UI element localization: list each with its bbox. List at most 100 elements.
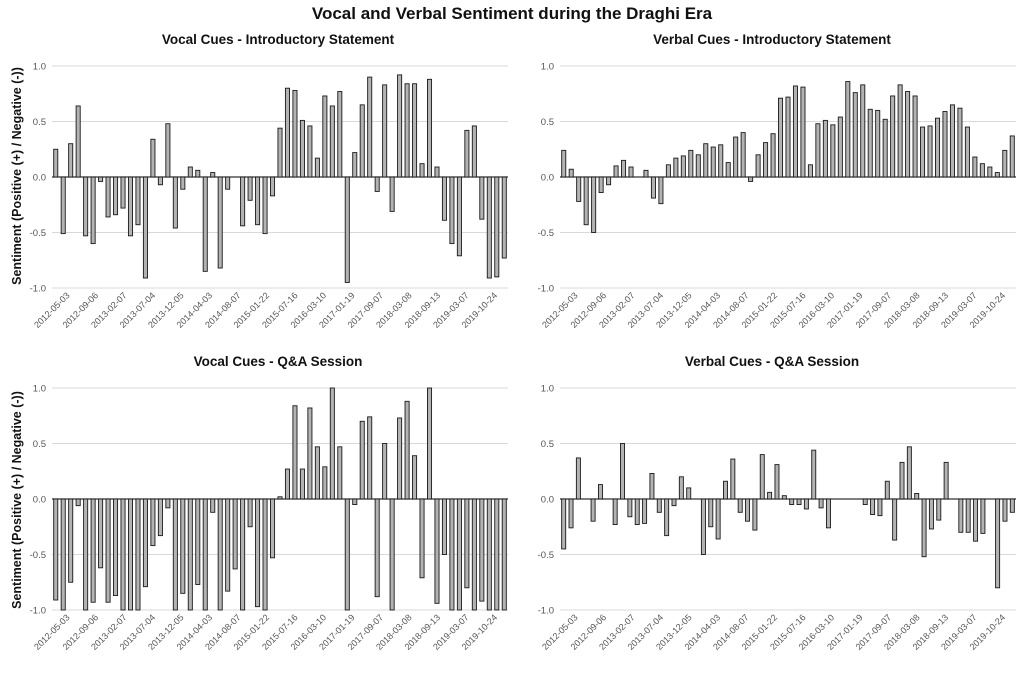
bar (964, 126, 970, 178)
bar (314, 157, 320, 178)
y-tick-label: 0.5 (33, 439, 46, 450)
y-axis-label-bottom: Sentiment (Positive (+) / Negative (-)) (10, 391, 24, 609)
y-tick-label: -0.5 (30, 228, 46, 239)
chart-svg: 1.00.50.0-0.5-1.02012-05-032012-09-06201… (30, 62, 508, 330)
bar (792, 85, 798, 178)
bar (725, 162, 731, 178)
bar (471, 498, 477, 611)
bar (479, 498, 485, 602)
bar (217, 176, 223, 269)
bar (464, 129, 470, 178)
bar (322, 466, 328, 500)
bar (210, 498, 216, 513)
bar (329, 387, 335, 500)
bar (105, 498, 111, 603)
y-tick-label: 0.0 (33, 495, 46, 506)
chart-svg: 1.00.50.0-0.5-1.02012-05-032012-09-06201… (30, 384, 508, 652)
bar (441, 176, 447, 221)
chart-panel-verbal-qa: Verbal Cues - Q&A Session 1.0 0.5 0.0 -0.5 -… (520, 354, 1024, 682)
bar (612, 498, 618, 525)
bar (598, 176, 604, 193)
bar (688, 149, 694, 178)
bar (752, 498, 758, 531)
bar (68, 143, 74, 178)
bar (60, 498, 66, 611)
bar (1002, 498, 1008, 522)
bar (942, 111, 948, 178)
bar (613, 165, 619, 178)
bar (620, 443, 625, 500)
bar (561, 149, 567, 178)
y-tick-label: -1.0 (538, 284, 554, 295)
bar (284, 87, 290, 178)
bar (715, 498, 721, 540)
bar (337, 446, 343, 500)
bar (150, 498, 156, 547)
bar (157, 176, 163, 186)
y-tick-label: 0.0 (541, 173, 554, 184)
bar (471, 125, 477, 178)
bar (710, 146, 716, 178)
bar (397, 74, 403, 178)
bar (671, 498, 677, 507)
bar (53, 148, 59, 178)
bar (187, 498, 193, 611)
bar (374, 498, 380, 598)
bar (352, 498, 358, 506)
y-tick-label: -1.0 (30, 606, 46, 617)
bar (875, 109, 881, 178)
bar (811, 449, 817, 500)
bar (486, 176, 492, 279)
bar (583, 176, 589, 226)
bar (1002, 149, 1008, 178)
bar (800, 86, 806, 178)
bar (949, 104, 955, 178)
bar (412, 455, 418, 500)
bar (733, 136, 739, 178)
bar (187, 166, 193, 178)
bar (621, 159, 627, 178)
bar (643, 169, 649, 178)
y-tick-label: 0.0 (541, 495, 554, 506)
bar (404, 83, 410, 178)
y-tick-label: 0.0 (33, 173, 46, 184)
bar (225, 498, 231, 592)
chart-panel-vocal-qa: Vocal Cues - Q&A Session 1.0 0.5 0.0 -0.5 -1… (0, 354, 520, 682)
bar (120, 176, 126, 209)
y-tick-label: 1.0 (33, 62, 46, 73)
bar (920, 126, 926, 178)
bar (965, 498, 971, 533)
bar (987, 166, 993, 178)
bar (172, 498, 178, 611)
bar (628, 166, 634, 178)
bar (83, 176, 89, 237)
bar (890, 95, 896, 178)
bar (755, 154, 761, 178)
bar (686, 487, 692, 500)
bar (708, 498, 714, 528)
bar (127, 498, 133, 611)
bar (142, 176, 148, 279)
bar (113, 176, 119, 216)
bar (494, 176, 500, 278)
bar (135, 176, 141, 226)
bar (464, 498, 470, 589)
bar (575, 457, 581, 500)
bar (789, 498, 795, 506)
bar (767, 491, 773, 500)
y-tick-label: 0.5 (541, 439, 554, 450)
bar (441, 498, 447, 555)
bar (352, 152, 358, 178)
bar (649, 473, 655, 500)
bar (892, 498, 898, 541)
bar (232, 498, 238, 570)
bar (737, 498, 743, 513)
bar (299, 119, 305, 178)
bar (344, 176, 350, 283)
bar (284, 468, 290, 500)
chart-main-title: Vocal and Verbal Sentiment during the Dr… (311, 4, 713, 23)
y-tick-label: -1.0 (30, 284, 46, 295)
bar (899, 461, 905, 500)
bar (759, 454, 765, 500)
bar (568, 498, 574, 529)
